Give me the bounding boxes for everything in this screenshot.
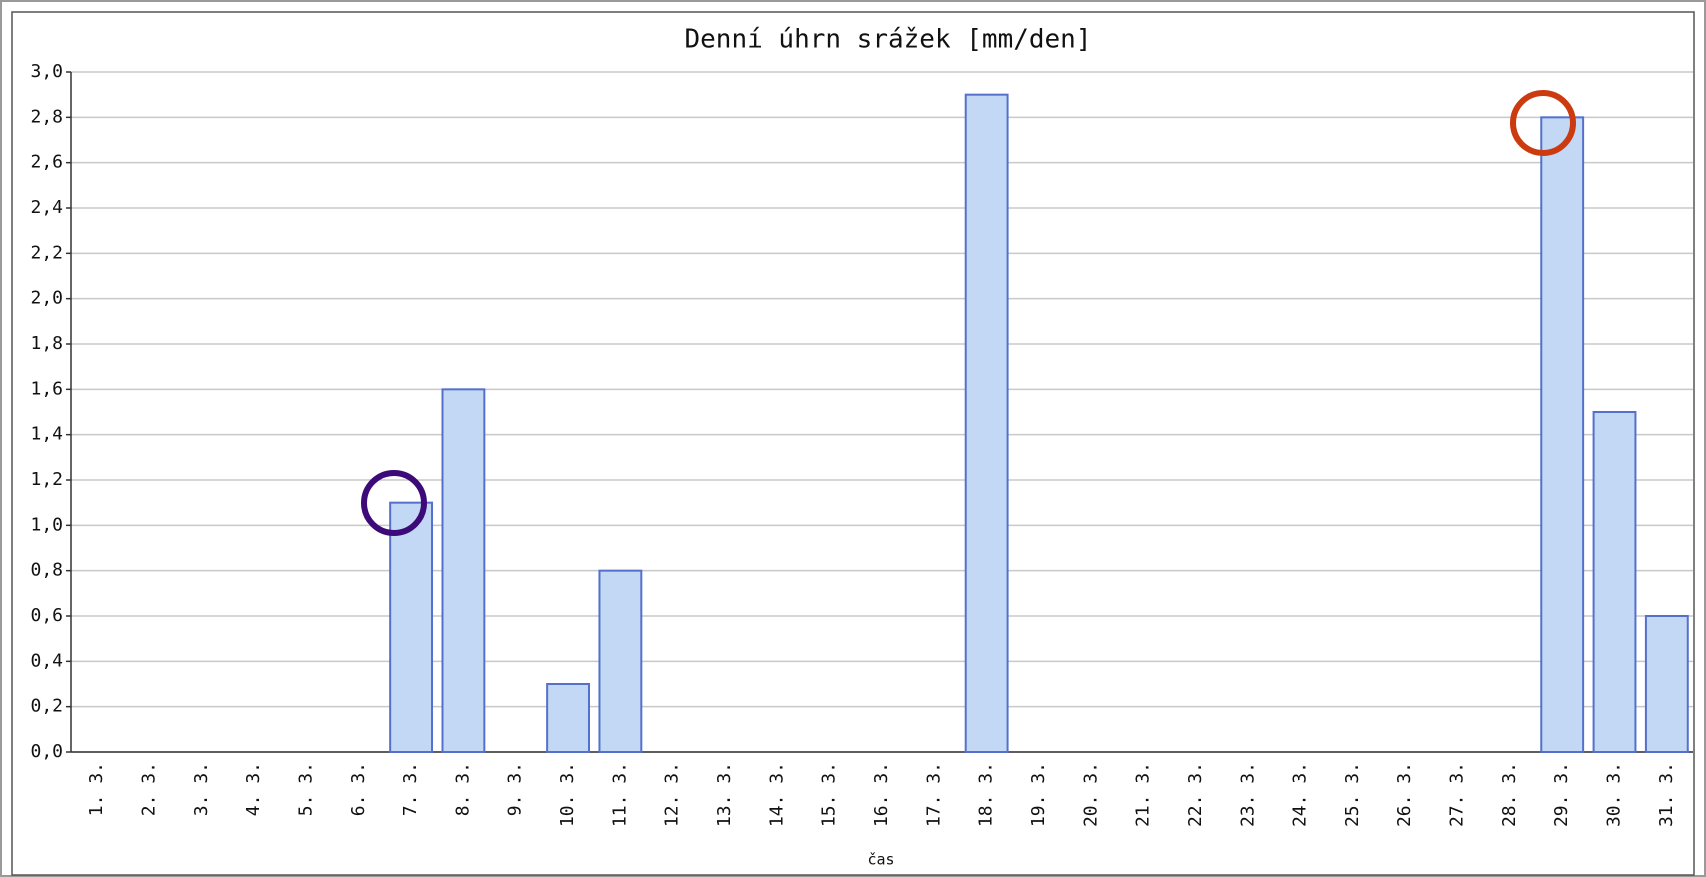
y-tick-label: 2,6 [30, 152, 63, 173]
y-tick-label: 0,2 [30, 696, 63, 717]
y-tick-label: 2,2 [30, 242, 63, 263]
x-tick-label: 21. 3. [1133, 762, 1154, 827]
x-tick-label: 16. 3. [871, 762, 892, 827]
x-tick-label: 9. 3. [505, 762, 526, 816]
x-tick-label: 5. 3. [295, 762, 316, 816]
x-tick-label: 25. 3. [1342, 762, 1363, 827]
y-tick-label: 2,0 [30, 288, 63, 309]
x-tick-label: 22. 3. [1185, 762, 1206, 827]
x-tick-label: 14. 3. [766, 762, 787, 827]
x-tick-label: 11. 3. [609, 762, 630, 827]
x-tick-label: 19. 3. [1028, 762, 1049, 827]
x-tick-label: 26. 3. [1394, 762, 1415, 827]
x-tick-label: 6. 3. [348, 762, 369, 816]
y-tick-label: 0,6 [30, 605, 63, 626]
x-tick-label: 1. 3. [86, 762, 107, 816]
x-tick-label: 2. 3. [138, 762, 159, 816]
y-tick-label: 0,0 [30, 741, 63, 762]
x-tick-label: 23. 3. [1237, 762, 1258, 827]
x-tick-label: 31. 3. [1656, 762, 1677, 827]
x-tick-label: 15. 3. [819, 762, 840, 827]
x-tick-label: 3. 3. [191, 762, 212, 816]
x-tick-label: 10. 3. [557, 762, 578, 827]
x-tick-label: 27. 3. [1447, 762, 1468, 827]
x-axis-label: čas [867, 851, 894, 869]
x-tick-label: 29. 3. [1551, 762, 1572, 827]
bar [598, 569, 643, 754]
y-tick-label: 2,4 [30, 197, 63, 218]
x-tick-label: 24. 3. [1290, 762, 1311, 827]
x-tick-label: 12. 3. [662, 762, 683, 827]
bar [546, 683, 590, 753]
y-tick-label: 2,8 [30, 106, 63, 127]
x-tick-label: 13. 3. [714, 762, 735, 827]
y-tick-label: 0,8 [30, 560, 63, 581]
y-tick-label: 1,4 [30, 424, 63, 445]
y-tick-label: 1,6 [30, 378, 63, 399]
x-tick-label: 30. 3. [1604, 762, 1625, 827]
bar [389, 501, 434, 753]
bar [1540, 116, 1585, 754]
x-tick-label: 4. 3. [243, 762, 264, 816]
x-tick-label: 17. 3. [923, 762, 944, 827]
y-tick-label: 1,0 [30, 514, 63, 535]
x-tick-label: 8. 3. [452, 762, 473, 816]
bar [1592, 411, 1637, 753]
x-tick-label: 28. 3. [1499, 762, 1520, 827]
y-tick-label: 0,4 [30, 650, 63, 671]
x-tick-label: 20. 3. [1080, 762, 1101, 827]
y-tick-label: 1,2 [30, 469, 63, 490]
inner-frame [11, 11, 1695, 876]
highlight-circle [361, 470, 427, 536]
y-tick-label: 3,0 [30, 61, 63, 82]
y-tick-label: 1,8 [30, 333, 63, 354]
x-tick-label: 7. 3. [400, 762, 421, 816]
chart-title: Denní úhrn srážek [mm/den] [685, 25, 1092, 55]
bar [1644, 615, 1689, 753]
highlight-circle [1510, 90, 1576, 156]
bar [441, 388, 486, 753]
x-tick-label: 18. 3. [976, 762, 997, 827]
bar [964, 93, 1009, 753]
